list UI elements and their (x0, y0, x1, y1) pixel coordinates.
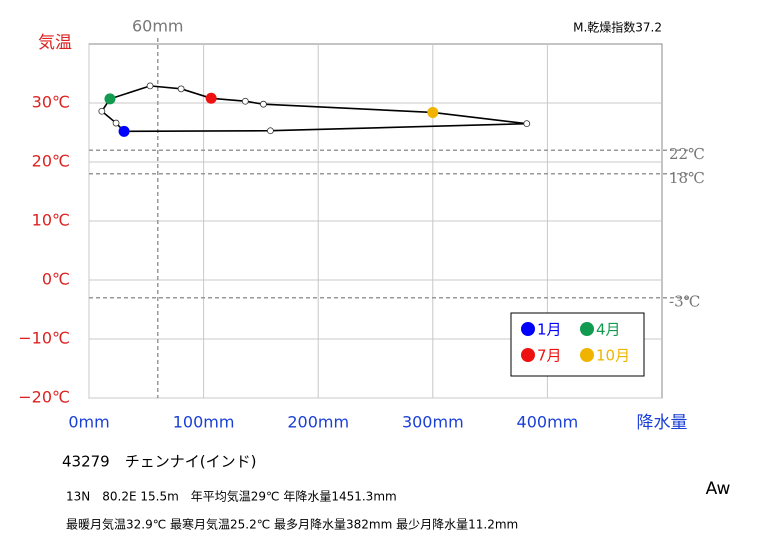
month-point (98, 107, 106, 115)
y-tick-label: −20℃ (18, 388, 70, 407)
x-tick-label: 0mm (68, 413, 109, 432)
legend-label: 1月 (537, 321, 562, 339)
month-marker (205, 92, 217, 104)
month-point (177, 85, 185, 93)
x-tick-label: 200mm (287, 413, 349, 432)
x-axis-label: 降水量 (637, 413, 688, 433)
reference-label: 22℃ (669, 145, 705, 163)
legend-marker (580, 348, 594, 362)
legend-marker (580, 322, 594, 336)
legend-label: 7月 (537, 347, 562, 365)
month-point (146, 82, 154, 90)
x-tick-label: 300mm (402, 413, 464, 432)
station-title: 43279 チェンナイ(インド) (62, 453, 256, 471)
month-point (241, 97, 249, 105)
month-point (267, 127, 274, 135)
month-marker (104, 93, 116, 105)
legend-box (510, 312, 645, 377)
y-tick-label: 10℃ (32, 211, 70, 230)
month-marker (118, 125, 130, 137)
reference-label: 60mm (132, 17, 184, 36)
x-tick-label: 100mm (173, 413, 235, 432)
climate-class: Aw (706, 479, 731, 499)
legend-label: 4月 (596, 321, 621, 339)
month-point (260, 100, 267, 108)
y-tick-label: 30℃ (32, 93, 70, 112)
y-tick-label: −10℃ (18, 329, 70, 348)
x-tick-label: 400mm (517, 413, 579, 432)
climate-loop (100, 85, 527, 133)
month-marker (427, 106, 439, 118)
legend-marker (521, 348, 535, 362)
reference-label: -3℃ (669, 293, 700, 311)
y-tick-label: 0℃ (42, 270, 70, 289)
month-point (112, 119, 120, 127)
reference-label: 18℃ (669, 169, 705, 187)
legend-label: 10月 (596, 347, 630, 365)
dryness-index: M.乾燥指数37.2 (573, 20, 662, 35)
station-info: 13N 80.2E 15.5m 年平均気温29℃ 年降水量1451.3mm (66, 489, 397, 504)
legend-marker (521, 322, 535, 336)
climate-summary: 最暖月気温32.9℃ 最寒月気温25.2℃ 最多月降水量382mm 最少月降水量… (66, 517, 518, 532)
y-tick-label: 20℃ (32, 152, 70, 171)
month-point (523, 120, 531, 128)
y-axis-label: 気温 (38, 33, 72, 53)
